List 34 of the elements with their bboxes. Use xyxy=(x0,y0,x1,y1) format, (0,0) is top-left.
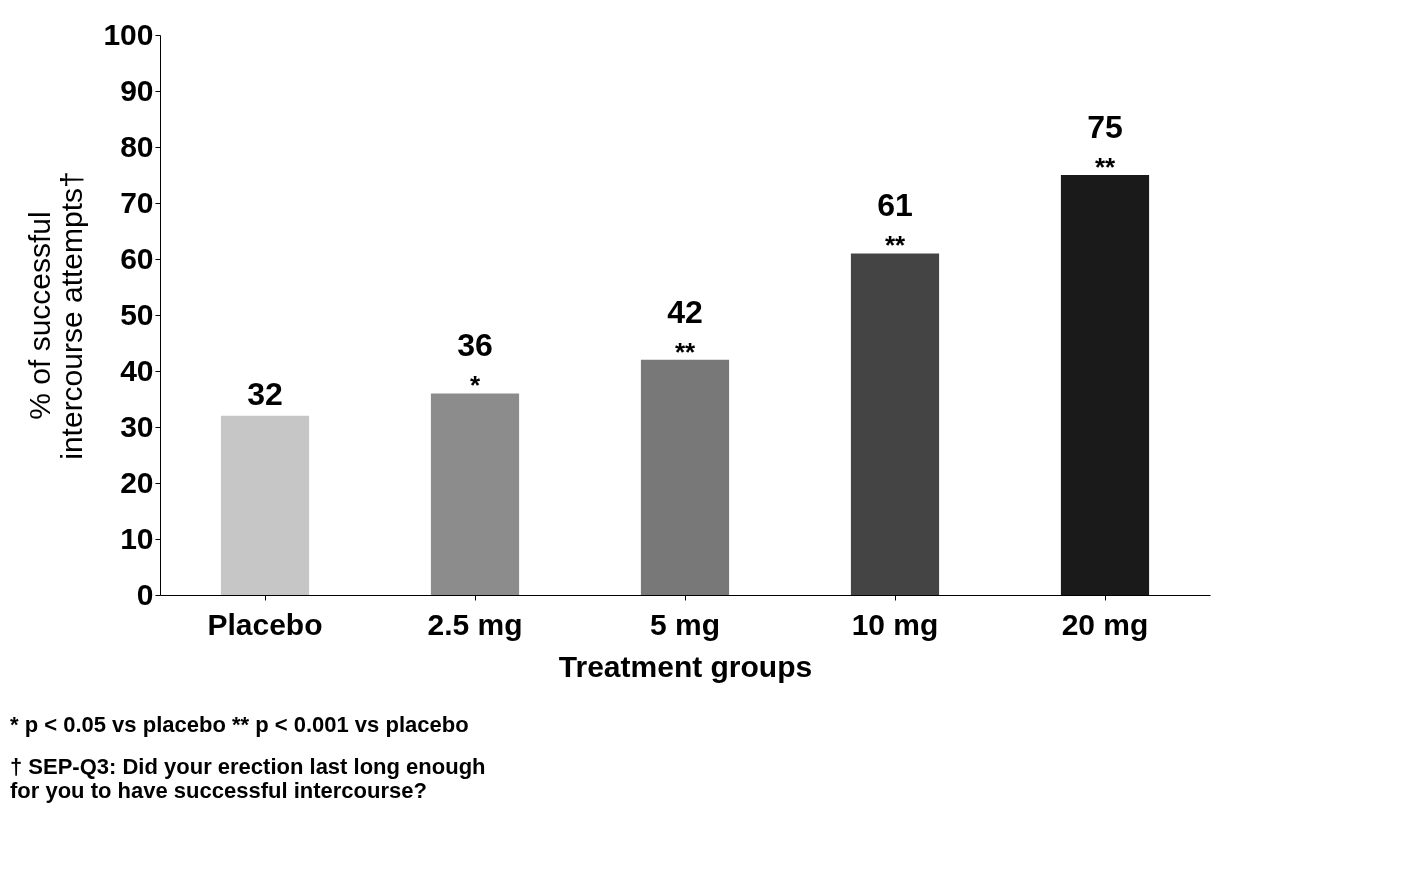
x-tick-label: 2.5 mg xyxy=(427,607,523,641)
bar xyxy=(640,359,730,595)
data-label: 36 xyxy=(457,327,493,364)
y-tick-label: 90 xyxy=(120,73,154,107)
data-label: 42 xyxy=(667,293,703,330)
y-tick-label: 100 xyxy=(103,17,154,51)
y-tick-label: 80 xyxy=(120,129,154,163)
bar xyxy=(1060,175,1150,595)
y-tick-label: 60 xyxy=(120,241,154,275)
data-label: 75 xyxy=(1087,109,1123,145)
annotation: ** xyxy=(1094,152,1116,182)
x-axis-title: Treatment groups xyxy=(558,649,813,683)
bar xyxy=(220,415,310,595)
annotation: * xyxy=(469,370,481,401)
x-tick-label: 20 mg xyxy=(1061,607,1149,641)
x-tick-label: 10 mg xyxy=(851,607,939,641)
text: † SEP-Q3: Did your erection last long enough for you to have successful intercourse? xyxy=(10,754,486,803)
annotation: ** xyxy=(674,336,696,367)
y-tick-label: 30 xyxy=(120,409,154,443)
y-axis-title: % of successful intercourse attempts† xyxy=(23,171,89,460)
y-tick-label: 70 xyxy=(120,185,154,219)
x-tick-label: Placebo xyxy=(207,607,323,641)
y-tick-label: 0 xyxy=(136,577,154,611)
y-tick-label: 20 xyxy=(120,465,154,499)
y-tick-label: 10 xyxy=(120,521,154,555)
y-tick-label: 50 xyxy=(120,297,154,331)
text: * p < 0.05 vs placebo ** p < 0.001 vs placebo xyxy=(10,712,469,737)
y-tick-label: 40 xyxy=(120,353,154,387)
bar xyxy=(850,253,940,595)
data-label: 32 xyxy=(247,375,283,412)
annotation: ** xyxy=(884,230,906,261)
bar xyxy=(430,393,520,595)
x-tick-label: 5 mg xyxy=(649,607,721,641)
data-label: 61 xyxy=(877,187,913,224)
